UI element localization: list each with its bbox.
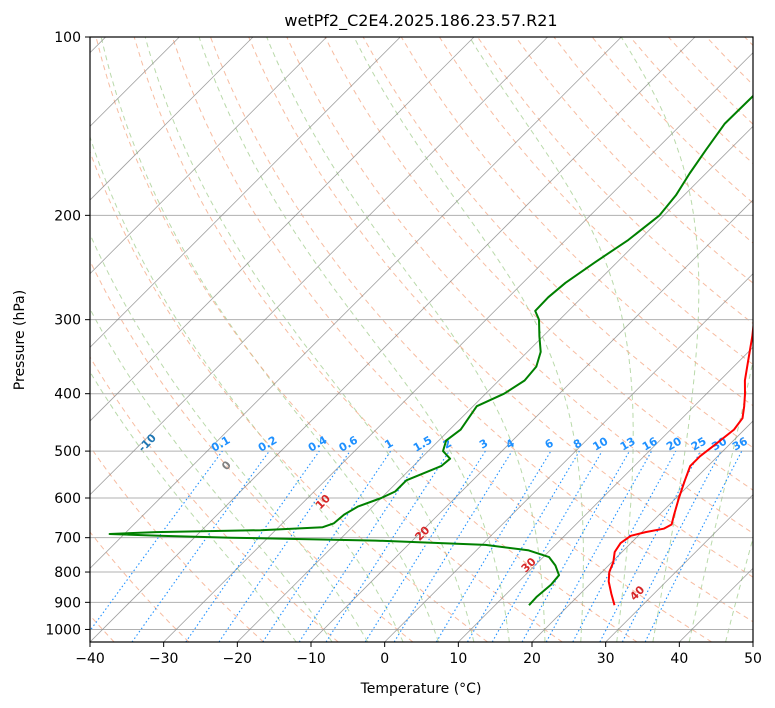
- y-tick-label: 100: [54, 30, 81, 46]
- moist-adiabat-line: [144, 37, 475, 642]
- sounding-line: [607, 320, 753, 606]
- moist-adiabat-line: [353, 37, 584, 642]
- x-axis-label: Temperature (°C): [360, 681, 482, 697]
- y-tick-label: 600: [54, 491, 81, 507]
- x-tick-label: 10: [449, 651, 467, 667]
- x-tick-label: 40: [670, 651, 688, 667]
- isotherm-line: [90, 37, 696, 642]
- isotherm-line: [90, 37, 622, 569]
- dry-adiabat-line: [400, 37, 753, 407]
- isotherm-line: [458, 346, 753, 642]
- moist-adiabat-line: [620, 37, 700, 642]
- y-tick-label: 1000: [45, 622, 81, 638]
- isotherm-line: [90, 37, 254, 201]
- x-tick-label: −20: [223, 651, 253, 667]
- dry-adiabat-line: [248, 37, 753, 578]
- dry-adiabat-line: [515, 37, 753, 284]
- mixing-ratio-line: [262, 450, 392, 642]
- y-tick-label: 300: [54, 313, 81, 329]
- chart-title: wetPf2_C2E4.2025.186.23.57.R21: [284, 11, 557, 31]
- dry-adiabat-line: [90, 531, 190, 642]
- moist-adiabat-line: [90, 135, 404, 642]
- dry-adiabat-line: [171, 37, 712, 642]
- isotherm-line: [531, 420, 753, 642]
- dry-adiabat-line: [210, 37, 753, 623]
- x-tick-label: 20: [523, 651, 541, 667]
- mixing-ratio-line: [545, 450, 653, 642]
- x-tick-label: −30: [149, 651, 179, 667]
- mixing-ratio-line: [572, 450, 677, 642]
- mixing-ratio-line: [131, 450, 270, 642]
- mixing-ratio-line: [218, 450, 351, 642]
- mixing-ratio-line: [298, 450, 425, 642]
- isotherm-line: [163, 52, 753, 642]
- mixing-ratio-line: [393, 450, 513, 642]
- x-tick-label: 30: [597, 651, 615, 667]
- moist-adiabats: [90, 37, 753, 642]
- x-tick-label: −10: [296, 651, 326, 667]
- x-tick-label: 50: [744, 651, 762, 667]
- plot-area: 0.10.20.40.611.52346810131620253036-100-…: [90, 37, 753, 642]
- y-tick-label: 700: [54, 531, 81, 547]
- isotherm-line: [90, 37, 401, 348]
- mixing-ratio-line: [325, 450, 450, 642]
- mixing-ratio-line: [90, 450, 223, 632]
- x-tick-label: 0: [380, 651, 389, 667]
- isotherm-line: [90, 37, 475, 422]
- moist-adiabat-line: [90, 232, 369, 642]
- y-tick-label: 900: [54, 595, 81, 611]
- y-tick-label: 400: [54, 387, 81, 403]
- mixing-ratio-line: [644, 450, 743, 642]
- dry-adiabat-line: [133, 37, 638, 642]
- x-tick-label: −40: [75, 651, 105, 667]
- isotherm-line: [384, 273, 753, 642]
- y-tick-label: 200: [54, 208, 81, 224]
- sounding-series: [108, 94, 753, 606]
- isotherm-line: [90, 37, 327, 275]
- x-axis-ticks: −40 −30 −20 −10 0 10 20 30 40 50: [75, 642, 762, 667]
- moist-adiabat-line: [100, 37, 439, 642]
- y-tick-label: 500: [54, 444, 81, 460]
- y-axis-ticks: 100 200 300 400 500 600 700 800 900 1000: [45, 30, 90, 638]
- dry-adiabat-line: [438, 37, 753, 366]
- dry-adiabat-line: [90, 150, 488, 642]
- mixing-ratio-line: [521, 450, 630, 642]
- mixing-ratio-lines: [90, 450, 743, 642]
- dry-adiabat-line: [90, 356, 339, 642]
- isotherm-line: [605, 494, 753, 642]
- isotherm-line: [90, 37, 548, 496]
- plot-frame: [89, 36, 754, 643]
- dry-adiabat-line: [95, 37, 563, 642]
- isotherm-gridlines: [90, 37, 753, 642]
- y-axis-label: Pressure (hPa): [12, 290, 28, 390]
- y-tick-label: 800: [54, 565, 81, 581]
- moist-adiabat-line: [90, 370, 297, 642]
- dry-adiabat-line: [90, 445, 264, 642]
- mixing-ratio-line: [185, 450, 320, 642]
- sounding-line: [108, 94, 753, 606]
- moist-adiabat-line: [266, 37, 546, 642]
